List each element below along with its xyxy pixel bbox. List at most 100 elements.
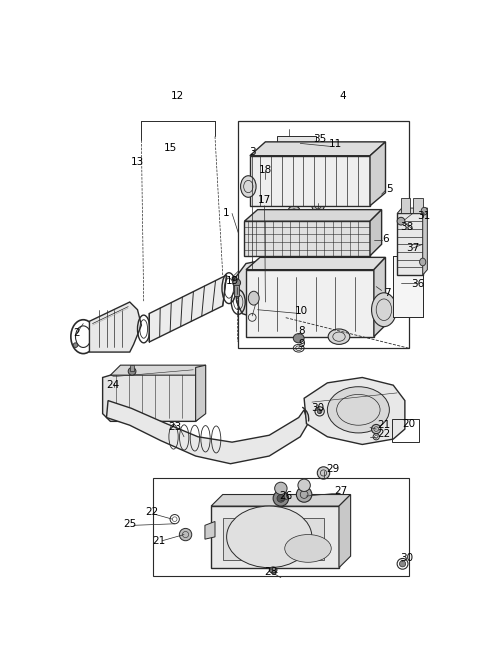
Ellipse shape <box>293 334 304 343</box>
Text: 22: 22 <box>145 507 158 517</box>
Polygon shape <box>370 142 385 206</box>
Polygon shape <box>423 208 427 275</box>
Polygon shape <box>110 365 206 375</box>
Ellipse shape <box>298 479 311 491</box>
Polygon shape <box>205 522 215 539</box>
Polygon shape <box>244 221 370 256</box>
Ellipse shape <box>269 567 277 573</box>
Ellipse shape <box>248 271 276 305</box>
Text: 30: 30 <box>401 552 414 563</box>
Ellipse shape <box>328 329 350 344</box>
Polygon shape <box>234 260 285 318</box>
Ellipse shape <box>399 561 406 567</box>
Ellipse shape <box>273 491 288 506</box>
Text: 20: 20 <box>402 419 415 428</box>
Ellipse shape <box>317 409 322 414</box>
Text: 1: 1 <box>223 209 230 218</box>
Text: 17: 17 <box>258 195 271 205</box>
Ellipse shape <box>275 482 287 495</box>
Text: 38: 38 <box>400 222 413 232</box>
Bar <box>413 198 423 213</box>
Text: 7: 7 <box>384 288 390 298</box>
Polygon shape <box>211 506 339 567</box>
Polygon shape <box>277 136 316 150</box>
Ellipse shape <box>128 367 136 375</box>
Text: 31: 31 <box>418 211 431 221</box>
Polygon shape <box>107 401 308 464</box>
Ellipse shape <box>232 277 237 281</box>
Bar <box>393 256 423 318</box>
Text: 9: 9 <box>299 339 305 350</box>
Text: 25: 25 <box>123 519 136 529</box>
Text: 13: 13 <box>131 157 144 167</box>
Text: 8: 8 <box>299 326 305 337</box>
Ellipse shape <box>372 293 396 327</box>
Text: 36: 36 <box>411 279 425 289</box>
Text: 21: 21 <box>377 420 391 430</box>
Bar <box>392 419 419 442</box>
Text: 11: 11 <box>328 139 342 149</box>
Ellipse shape <box>180 528 192 541</box>
Polygon shape <box>370 210 382 256</box>
Text: 2: 2 <box>74 328 80 338</box>
Text: 19: 19 <box>226 276 239 286</box>
Text: 29: 29 <box>326 464 339 474</box>
Ellipse shape <box>227 506 312 567</box>
Ellipse shape <box>285 535 331 562</box>
Text: 30: 30 <box>311 403 324 413</box>
Text: 35: 35 <box>313 134 326 144</box>
Polygon shape <box>304 377 405 445</box>
Polygon shape <box>149 275 227 342</box>
Text: 21: 21 <box>153 536 166 546</box>
Text: 6: 6 <box>382 234 389 244</box>
Text: 37: 37 <box>406 243 419 253</box>
Polygon shape <box>196 365 206 421</box>
Bar <box>234 285 239 296</box>
Polygon shape <box>244 210 382 221</box>
Ellipse shape <box>277 495 285 502</box>
Polygon shape <box>250 155 370 206</box>
Text: 18: 18 <box>259 165 272 174</box>
Ellipse shape <box>372 424 381 434</box>
Polygon shape <box>89 302 142 352</box>
Text: 26: 26 <box>280 491 293 501</box>
Text: 5: 5 <box>386 184 393 194</box>
Ellipse shape <box>248 291 259 305</box>
Polygon shape <box>339 495 350 567</box>
Polygon shape <box>374 257 385 337</box>
Ellipse shape <box>250 305 281 330</box>
Text: 15: 15 <box>164 143 178 153</box>
Ellipse shape <box>73 343 78 348</box>
Text: 4: 4 <box>339 91 346 100</box>
Text: 12: 12 <box>171 91 184 100</box>
Text: 24: 24 <box>106 380 120 390</box>
Text: 3: 3 <box>249 147 255 157</box>
Ellipse shape <box>317 467 330 479</box>
Polygon shape <box>246 270 374 337</box>
Ellipse shape <box>397 217 405 225</box>
Ellipse shape <box>240 176 256 197</box>
Ellipse shape <box>233 279 240 287</box>
Text: 28: 28 <box>264 567 277 577</box>
Text: 22: 22 <box>377 430 391 440</box>
Ellipse shape <box>420 258 426 266</box>
Bar <box>153 478 409 576</box>
Polygon shape <box>255 313 276 329</box>
Ellipse shape <box>421 207 427 215</box>
Bar <box>401 198 410 213</box>
Polygon shape <box>246 257 385 270</box>
Polygon shape <box>397 213 423 275</box>
Bar <box>130 365 134 371</box>
Ellipse shape <box>327 387 389 433</box>
Bar <box>393 256 423 318</box>
Ellipse shape <box>296 487 312 502</box>
Text: 10: 10 <box>295 306 308 316</box>
Polygon shape <box>211 495 350 506</box>
Text: 27: 27 <box>334 485 347 496</box>
Ellipse shape <box>288 206 300 218</box>
Ellipse shape <box>312 199 324 212</box>
Polygon shape <box>250 142 385 155</box>
Text: 23: 23 <box>168 422 181 432</box>
Polygon shape <box>397 208 427 213</box>
Bar <box>238 121 409 348</box>
